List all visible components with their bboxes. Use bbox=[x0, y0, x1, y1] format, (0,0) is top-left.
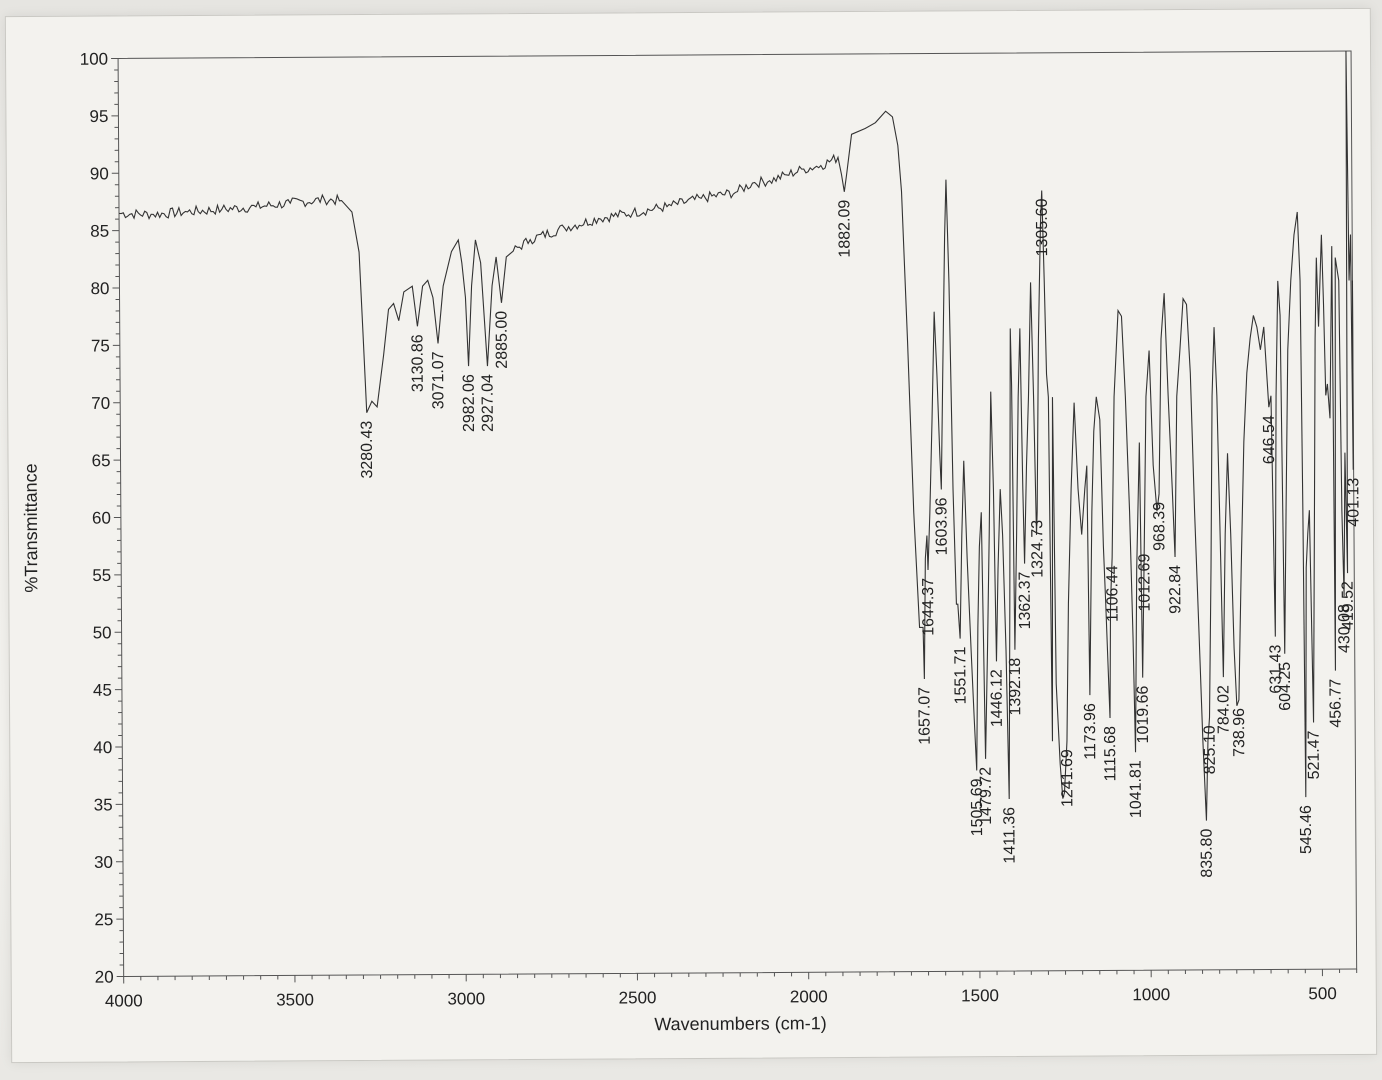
peak-label: 604.25 bbox=[1277, 662, 1294, 711]
peak-label: 825.10 bbox=[1202, 725, 1219, 774]
spectrum-line bbox=[118, 50, 1354, 821]
y-tick-label: 40 bbox=[93, 738, 112, 757]
y-tick-label: 85 bbox=[90, 222, 109, 241]
peak-labels: 3280.43 3130.86 3071.07 2982.06 2927.04 2885.… bbox=[359, 198, 1363, 878]
peak-label: 1115.68 bbox=[1102, 726, 1119, 782]
peak-label: 419.52 bbox=[1340, 581, 1357, 630]
peak-label: 545.46 bbox=[1298, 805, 1315, 854]
y-tick-label: 90 bbox=[90, 164, 109, 183]
y-tick-label: 60 bbox=[92, 509, 111, 528]
peak-label: 1882.09 bbox=[836, 200, 853, 258]
peak-label: 1362.37 bbox=[1017, 571, 1034, 629]
x-axis-title: Wavenumbers (cm-1) bbox=[654, 1013, 826, 1034]
peak-label: 922.84 bbox=[1167, 565, 1184, 614]
x-tick-label: 2000 bbox=[790, 987, 828, 1006]
plot-frame bbox=[117, 50, 1358, 977]
peak-label: 1324.73 bbox=[1029, 520, 1046, 578]
y-tick-label: 45 bbox=[93, 681, 112, 700]
y-tick-label: 50 bbox=[93, 623, 112, 642]
peak-label: 456.77 bbox=[1327, 679, 1344, 728]
peak-label: 1657.07 bbox=[916, 687, 933, 745]
x-tick-label: 500 bbox=[1308, 984, 1336, 1003]
y-tick-label: 100 bbox=[80, 50, 108, 69]
peak-label: 3071.07 bbox=[430, 351, 447, 409]
x-tick-label: 1500 bbox=[961, 986, 999, 1005]
y-tick-label: 55 bbox=[92, 566, 111, 585]
x-tick-label: 4000 bbox=[105, 991, 143, 1010]
peak-label: 1305.60 bbox=[1034, 198, 1051, 256]
peak-label: 3130.86 bbox=[409, 334, 426, 392]
peak-label: 1505.69 bbox=[969, 778, 986, 836]
x-tick-label: 3000 bbox=[447, 989, 485, 1008]
peak-label: 835.80 bbox=[1199, 829, 1216, 878]
peak-label: 1551.71 bbox=[952, 646, 969, 704]
peak-label: 401.13 bbox=[1345, 478, 1362, 527]
peak-label: 1411.36 bbox=[1001, 807, 1018, 864]
peak-label: 1644.37 bbox=[920, 578, 937, 636]
peak-label: 1173.96 bbox=[1082, 703, 1099, 760]
peak-label: 1041.81 bbox=[1128, 760, 1145, 818]
peak-label: 1479.72 bbox=[978, 767, 995, 825]
peak-label: 631.43 bbox=[1267, 645, 1284, 694]
peak-label: 2982.06 bbox=[461, 374, 478, 432]
peak-label: 3280.43 bbox=[359, 421, 376, 479]
y-tick-label: 30 bbox=[94, 853, 113, 872]
y-tick-label: 80 bbox=[91, 279, 110, 298]
peak-label: 430.08 bbox=[1336, 604, 1353, 653]
y-tick-label: 95 bbox=[89, 107, 108, 126]
peak-label: 968.39 bbox=[1151, 502, 1168, 551]
peak-label: 646.54 bbox=[1261, 415, 1278, 464]
y-tick-label: 75 bbox=[91, 336, 110, 355]
ir-spectrum-chart: 100 95 90 85 80 75 70 65 60 55 50 45 40 35 30 25 20 4000… bbox=[21, 50, 1363, 1035]
peak-label: 2885.00 bbox=[494, 311, 511, 369]
peak-label: 1446.12 bbox=[989, 669, 1006, 727]
y-tick-label: 25 bbox=[94, 910, 113, 929]
y-tick-label: 35 bbox=[94, 795, 113, 814]
x-axis: 4000 3500 3000 2500 2000 1500 1000 500 bbox=[105, 968, 1358, 1011]
peak-label: 521.47 bbox=[1306, 730, 1323, 779]
y-tick-label: 20 bbox=[95, 968, 114, 987]
peak-label: 1392.18 bbox=[1007, 658, 1024, 716]
peak-label: 1241.69 bbox=[1059, 749, 1076, 807]
peak-label: 738.96 bbox=[1231, 708, 1248, 757]
y-tick-label: 65 bbox=[92, 451, 111, 470]
peak-label: 1603.96 bbox=[933, 497, 950, 555]
x-tick-label: 1000 bbox=[1132, 985, 1170, 1004]
peak-label: 1019.66 bbox=[1135, 685, 1152, 743]
plot-border bbox=[117, 50, 1358, 977]
peak-label: 1106.44 bbox=[1104, 565, 1121, 622]
y-axis-title: %Transmittance bbox=[21, 463, 42, 592]
peak-label: 1012.69 bbox=[1136, 554, 1153, 612]
x-tick-label: 2500 bbox=[619, 988, 657, 1007]
y-axis: 100 95 90 85 80 75 70 65 60 55 50 45 40 35 30 25 20 bbox=[80, 50, 124, 987]
peak-label: 784.02 bbox=[1215, 685, 1232, 734]
x-tick-label: 3500 bbox=[276, 990, 314, 1009]
printed-sheet: 100 95 90 85 80 75 70 65 60 55 50 45 40 35 30 25 20 4000… bbox=[4, 7, 1378, 1064]
peak-label: 2927.04 bbox=[479, 374, 496, 432]
y-tick-label: 70 bbox=[91, 394, 110, 413]
